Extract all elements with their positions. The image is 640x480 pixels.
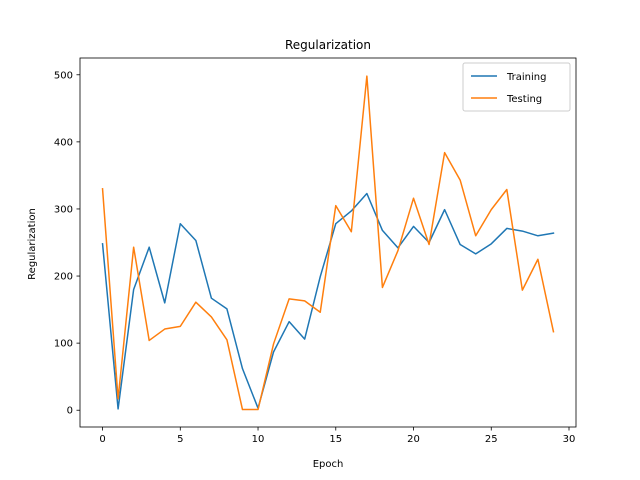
axes-frame: [79, 57, 577, 428]
x-tick-label: 15: [329, 434, 342, 445]
chart-title: Regularization: [285, 38, 371, 52]
y-axis-label: Regularization: [27, 208, 38, 280]
x-tick-label: 30: [563, 434, 576, 445]
y-tick-label: 0: [67, 406, 73, 417]
y-tick-label: 300: [54, 204, 73, 215]
x-tick-label: 0: [99, 434, 105, 445]
x-tick-label: 10: [252, 434, 265, 445]
series-line-testing: [101, 75, 555, 411]
y-tick-label: 100: [54, 339, 73, 350]
legend-box: [462, 62, 571, 112]
axes-spines: [79, 57, 577, 428]
legend: Training Testing: [462, 62, 571, 112]
y-tick-label: 500: [54, 70, 73, 81]
x-tick-label: 25: [485, 434, 498, 445]
x-ticks: 0 5 10 15 20 25 30: [99, 427, 575, 445]
y-tick-label: 200: [54, 272, 73, 283]
legend-label-training: Training: [506, 72, 546, 83]
series-line-training: [101, 192, 555, 410]
x-axis-label: Epoch: [313, 459, 344, 470]
y-ticks: 0 100 200 300 400 500: [54, 70, 80, 417]
plot-lines: [101, 75, 555, 411]
x-tick-label: 5: [177, 434, 183, 445]
x-tick-label: 20: [407, 434, 420, 445]
legend-label-testing: Testing: [506, 94, 542, 105]
y-tick-label: 400: [54, 137, 73, 148]
